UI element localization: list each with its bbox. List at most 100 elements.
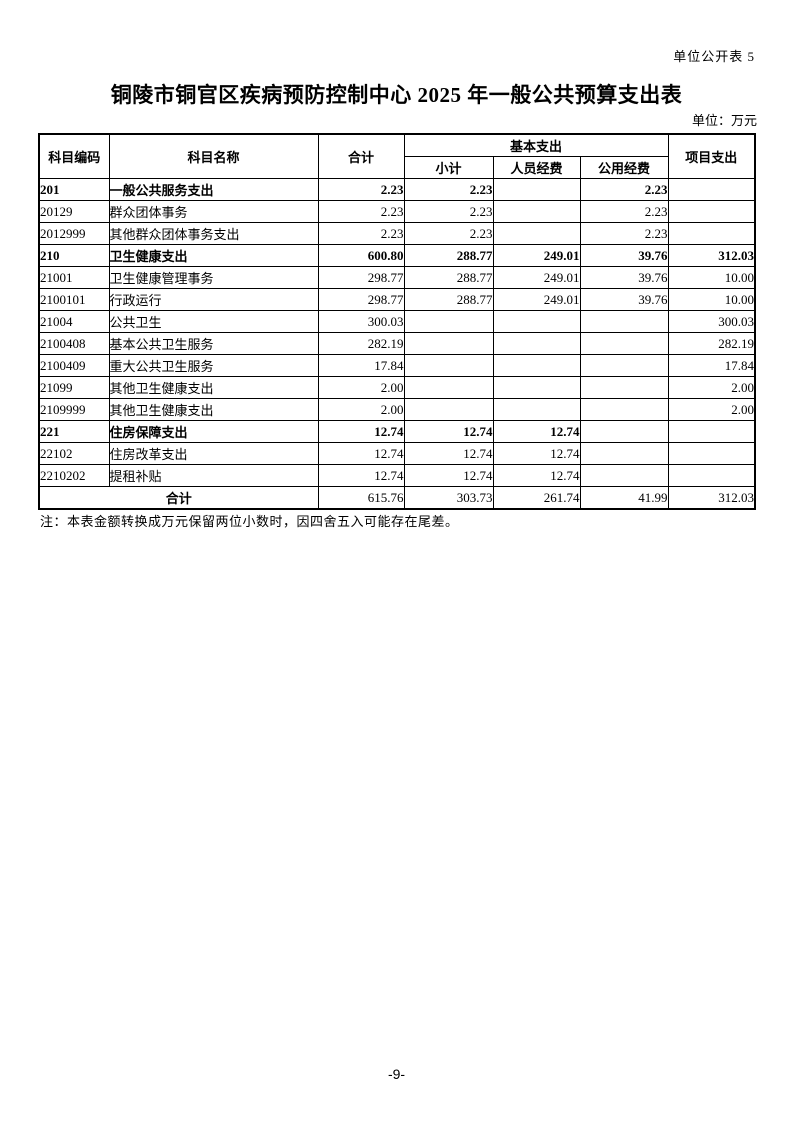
total-cell: 12.74 bbox=[317, 464, 405, 487]
total-cell: 298.77 bbox=[317, 288, 405, 311]
public-funds-cell bbox=[579, 354, 669, 377]
total-cell: 12.74 bbox=[317, 420, 405, 443]
project-cell bbox=[667, 222, 756, 245]
total-cell: 615.76 bbox=[317, 486, 405, 510]
table-row: 210 卫生健康支出 600.80 288.77 249.01 39.76 312.03 bbox=[38, 244, 756, 267]
table-row: 2109999 其他卫生健康支出 2.00 2.00 bbox=[38, 398, 756, 421]
name-cell: 提租补贴 bbox=[108, 464, 319, 487]
code-cell: 2109999 bbox=[38, 398, 110, 421]
subtotal-cell: 2.23 bbox=[403, 222, 494, 245]
personnel-cell bbox=[492, 178, 581, 201]
total-row-label: 合计 bbox=[38, 486, 319, 510]
project-cell bbox=[667, 178, 756, 201]
page-number: -9- bbox=[387, 1066, 406, 1082]
table-header: 科目编码 科目名称 合计 基本支出 项目支出 小计 人员经费 公用经费 bbox=[38, 133, 756, 179]
header-personnel: 人员经费 bbox=[492, 156, 581, 179]
name-cell: 卫生健康支出 bbox=[108, 244, 319, 267]
code-cell: 22102 bbox=[38, 442, 110, 465]
total-cell: 282.19 bbox=[317, 332, 405, 355]
subtotal-cell bbox=[403, 354, 494, 377]
personnel-cell: 261.74 bbox=[492, 486, 581, 510]
subtotal-cell: 2.23 bbox=[403, 178, 494, 201]
unit-label: 单位：万元 bbox=[691, 113, 757, 128]
public-funds-cell: 2.23 bbox=[579, 200, 669, 223]
subtotal-cell: 2.23 bbox=[403, 200, 494, 223]
project-cell: 10.00 bbox=[667, 288, 756, 311]
project-cell bbox=[667, 420, 756, 443]
project-cell: 17.84 bbox=[667, 354, 756, 377]
personnel-cell bbox=[492, 354, 581, 377]
public-funds-cell bbox=[579, 398, 669, 421]
public-funds-cell bbox=[579, 442, 669, 465]
subtotal-cell: 288.77 bbox=[403, 244, 494, 267]
code-cell: 2100409 bbox=[38, 354, 110, 377]
project-cell: 10.00 bbox=[667, 266, 756, 289]
personnel-cell: 249.01 bbox=[492, 288, 581, 311]
project-cell: 312.03 bbox=[667, 486, 756, 510]
subtotal-cell bbox=[403, 398, 494, 421]
public-funds-cell bbox=[579, 420, 669, 443]
code-cell: 21001 bbox=[38, 266, 110, 289]
project-cell: 312.03 bbox=[667, 244, 756, 267]
code-cell: 2012999 bbox=[38, 222, 110, 245]
total-cell: 17.84 bbox=[317, 354, 405, 377]
personnel-cell: 249.01 bbox=[492, 244, 581, 267]
subtotal-cell: 303.73 bbox=[403, 486, 494, 510]
code-cell: 201 bbox=[38, 178, 110, 201]
personnel-cell: 12.74 bbox=[492, 420, 581, 443]
personnel-cell: 12.74 bbox=[492, 464, 581, 487]
total-cell: 300.03 bbox=[317, 310, 405, 333]
name-cell: 重大公共卫生服务 bbox=[108, 354, 319, 377]
total-cell: 2.23 bbox=[317, 200, 405, 223]
table-row: 21004 公共卫生 300.03 300.03 bbox=[38, 310, 756, 333]
name-cell: 基本公共卫生服务 bbox=[108, 332, 319, 355]
project-cell: 2.00 bbox=[667, 376, 756, 399]
table-row: 21001 卫生健康管理事务 298.77 288.77 249.01 39.76 10.0… bbox=[38, 266, 756, 289]
project-cell bbox=[667, 464, 756, 487]
public-funds-cell: 2.23 bbox=[579, 222, 669, 245]
public-funds-cell bbox=[579, 310, 669, 333]
project-cell: 2.00 bbox=[667, 398, 756, 421]
table-body: 201 一般公共服务支出 2.23 2.23 2.23 20129 群众团体事务 2.23 2.… bbox=[38, 178, 756, 487]
name-cell: 行政运行 bbox=[108, 288, 319, 311]
subtotal-cell: 12.74 bbox=[403, 420, 494, 443]
personnel-cell bbox=[492, 310, 581, 333]
public-funds-cell bbox=[579, 464, 669, 487]
personnel-cell bbox=[492, 222, 581, 245]
table-row: 20129 群众团体事务 2.23 2.23 2.23 bbox=[38, 200, 756, 223]
name-cell: 其他卫生健康支出 bbox=[108, 376, 319, 399]
public-funds-cell bbox=[579, 332, 669, 355]
personnel-cell: 12.74 bbox=[492, 442, 581, 465]
personnel-cell bbox=[492, 398, 581, 421]
name-cell: 其他卫生健康支出 bbox=[108, 398, 319, 421]
budget-table: 科目编码 科目名称 合计 基本支出 项目支出 小计 人员经费 公用经费 201 一… bbox=[38, 133, 756, 510]
header-code: 科目编码 bbox=[38, 133, 110, 179]
code-cell: 20129 bbox=[38, 200, 110, 223]
project-cell: 300.03 bbox=[667, 310, 756, 333]
code-cell: 221 bbox=[38, 420, 110, 443]
table-row: 22102 住房改革支出 12.74 12.74 12.74 bbox=[38, 442, 756, 465]
personnel-cell bbox=[492, 376, 581, 399]
code-cell: 210 bbox=[38, 244, 110, 267]
public-funds-cell: 39.76 bbox=[579, 288, 669, 311]
table-row: 2210202 提租补贴 12.74 12.74 12.74 bbox=[38, 464, 756, 487]
code-cell: 21004 bbox=[38, 310, 110, 333]
subtotal-cell bbox=[403, 376, 494, 399]
footnote: 注：本表金额转换成万元保留两位小数时，因四舍五入可能存在尾差。 bbox=[40, 514, 459, 529]
subtotal-cell bbox=[403, 310, 494, 333]
page-title: 铜陵市铜官区疾病预防控制中心 2025 年一般公共预算支出表 bbox=[110, 83, 683, 107]
total-cell: 600.80 bbox=[317, 244, 405, 267]
total-cell: 2.00 bbox=[317, 376, 405, 399]
code-cell: 2100408 bbox=[38, 332, 110, 355]
total-cell: 12.74 bbox=[317, 442, 405, 465]
header-project: 项目支出 bbox=[667, 133, 756, 179]
total-cell: 2.23 bbox=[317, 222, 405, 245]
public-funds-cell bbox=[579, 376, 669, 399]
public-funds-cell: 39.76 bbox=[579, 266, 669, 289]
code-cell: 2100101 bbox=[38, 288, 110, 311]
code-cell: 21099 bbox=[38, 376, 110, 399]
subtotal-cell: 288.77 bbox=[403, 288, 494, 311]
header-name: 科目名称 bbox=[108, 133, 319, 179]
personnel-cell bbox=[492, 332, 581, 355]
project-cell: 282.19 bbox=[667, 332, 756, 355]
